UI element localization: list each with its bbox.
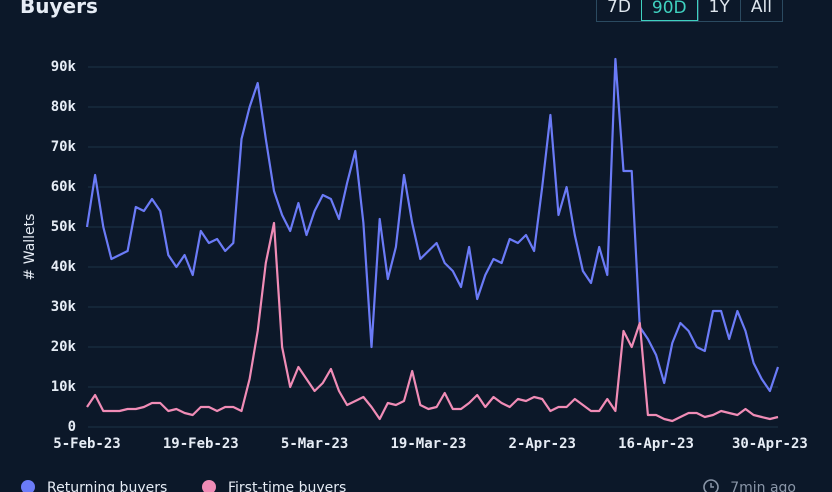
legend-label: Returning buyers [47,480,167,492]
y-axis-label: # Wallets [22,214,38,281]
y-tick-label: 30k [51,299,77,315]
line-series [86,221,779,423]
legend-label: First-time buyers [228,480,346,492]
y-tick-label: 50k [51,219,77,235]
clock-icon [703,479,719,492]
y-tick-label: 0 [68,419,76,435]
range-button[interactable]: 90D [640,0,698,21]
line-series [85,57,780,393]
range-button[interactable]: 7D [607,0,631,17]
y-tick-label: 40k [51,259,77,275]
x-tick-label: 19-Feb-23 [163,436,239,452]
legend-swatch [202,480,216,492]
range-selector: 7D 90D 1Y All [596,0,783,22]
x-tick-label: 16-Apr-23 [618,436,694,452]
x-tick-label: 5-Feb-23 [53,436,120,452]
x-tick-label: 2-Apr-23 [509,436,576,452]
y-tick-label: 80k [51,99,77,115]
updated-time: 7min ago [730,480,796,492]
y-tick-label: 70k [51,139,77,155]
range-button[interactable]: 1Y [697,0,740,21]
y-tick-label: 60k [51,179,77,195]
legend-swatch [21,480,35,492]
title: Buyers [20,0,98,18]
y-tick-label: 20k [51,339,77,355]
x-tick-label: 19-Mar-23 [391,436,467,452]
x-tick-label: 30-Apr-23 [732,436,808,452]
x-tick-label: 5-Mar-23 [281,436,348,452]
y-tick-label: 10k [51,379,77,395]
range-button[interactable]: All [739,0,782,21]
y-tick-label: 90k [51,59,77,75]
